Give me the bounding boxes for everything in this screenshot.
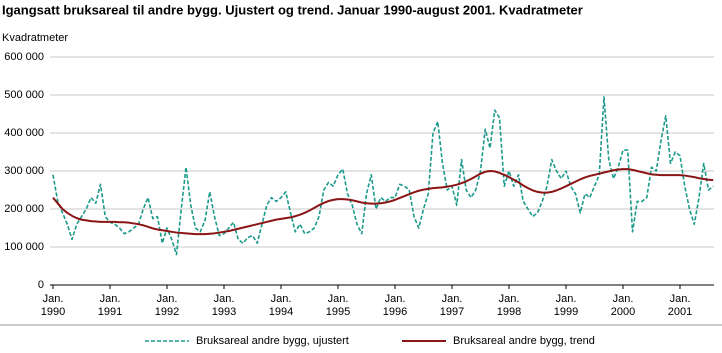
y-tick-label: 100 000 <box>4 241 44 253</box>
x-tick-label: Jan. 1993 <box>212 293 236 318</box>
y-tick-label: 500 000 <box>4 89 44 101</box>
x-tick-label: Jan. 1998 <box>497 293 521 318</box>
x-tick-label: Jan. 1999 <box>554 293 578 318</box>
series-line <box>52 168 714 236</box>
y-axis-label: Kvadratmeter <box>2 32 68 44</box>
x-tick-label: Jan. 1992 <box>155 293 179 318</box>
y-tick-label: 200 000 <box>4 203 44 215</box>
y-tick-label: 0 <box>38 279 44 291</box>
y-tick-label: 300 000 <box>4 165 44 177</box>
series-line <box>52 96 714 256</box>
x-tick-label: Jan. 1995 <box>326 293 350 318</box>
x-tick-label: Jan. 1990 <box>41 293 65 318</box>
x-tick-label: Jan. 2000 <box>611 293 635 318</box>
x-tick-label: Jan. 1991 <box>98 293 122 318</box>
x-tick-label: Jan. 1996 <box>383 293 407 318</box>
x-tick-label: Jan. 2001 <box>668 293 692 318</box>
x-tick-label: Jan. 1994 <box>269 293 293 318</box>
y-tick-label: 400 000 <box>4 127 44 139</box>
chart-title: Igangsatt bruksareal til andre bygg. Uju… <box>2 2 583 17</box>
y-tick-label: 600 000 <box>4 51 44 63</box>
legend-label: Bruksareal andre bygg, ujustert <box>196 335 349 347</box>
x-tick-label: Jan. 1997 <box>440 293 464 318</box>
legend-label: Bruksareal andre bygg, trend <box>453 335 595 347</box>
